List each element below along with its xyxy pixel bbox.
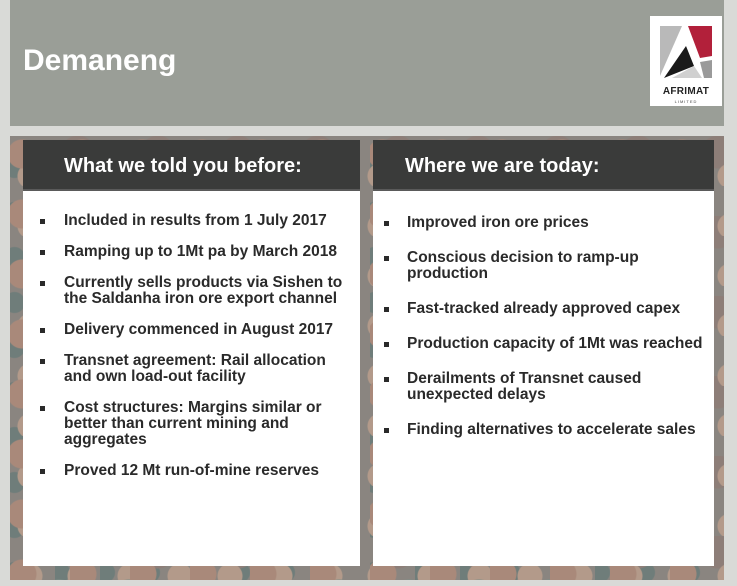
panel-heading: Where we are today: bbox=[373, 140, 714, 191]
afrimat-logo: AFRIMAT LIMITED bbox=[650, 16, 722, 106]
header-band bbox=[10, 0, 724, 126]
panel-heading: What we told you before: bbox=[23, 140, 360, 191]
page-title: Demaneng bbox=[23, 44, 177, 77]
list-item: Conscious decision to ramp-up production bbox=[384, 250, 704, 282]
bullet-list: Improved iron ore prices Conscious decis… bbox=[373, 191, 714, 438]
list-item: Cost structures: Margins similar or bett… bbox=[40, 400, 350, 448]
panel-today: Where we are today: Improved iron ore pr… bbox=[373, 140, 714, 566]
list-item: Included in results from 1 July 2017 bbox=[40, 213, 350, 229]
logo-text: AFRIMAT bbox=[662, 86, 710, 97]
list-item: Production capacity of 1Mt was reached bbox=[384, 335, 703, 352]
list-item: Finding alternatives to accelerate sales bbox=[384, 422, 704, 438]
list-item: Derailments of Transnet caused unexpecte… bbox=[384, 371, 704, 403]
logo-subtext: LIMITED bbox=[674, 99, 698, 104]
panel-before: What we told you before: Included in res… bbox=[23, 140, 360, 566]
bullet-list: Included in results from 1 July 2017 Ram… bbox=[23, 191, 360, 479]
list-item: Currently sells products via Sishen to t… bbox=[40, 275, 350, 307]
list-item: Delivery commenced in August 2017 bbox=[40, 322, 350, 338]
afrimat-logo-icon bbox=[660, 26, 712, 78]
list-item: Transnet agreement: Rail allocation and … bbox=[40, 353, 350, 385]
list-item: Fast-tracked already approved capex bbox=[384, 301, 704, 317]
list-item: Proved 12 Mt run-of-mine reserves bbox=[40, 463, 350, 479]
list-item: Improved iron ore prices bbox=[384, 215, 704, 231]
list-item: Ramping up to 1Mt pa by March 2018 bbox=[40, 244, 350, 260]
